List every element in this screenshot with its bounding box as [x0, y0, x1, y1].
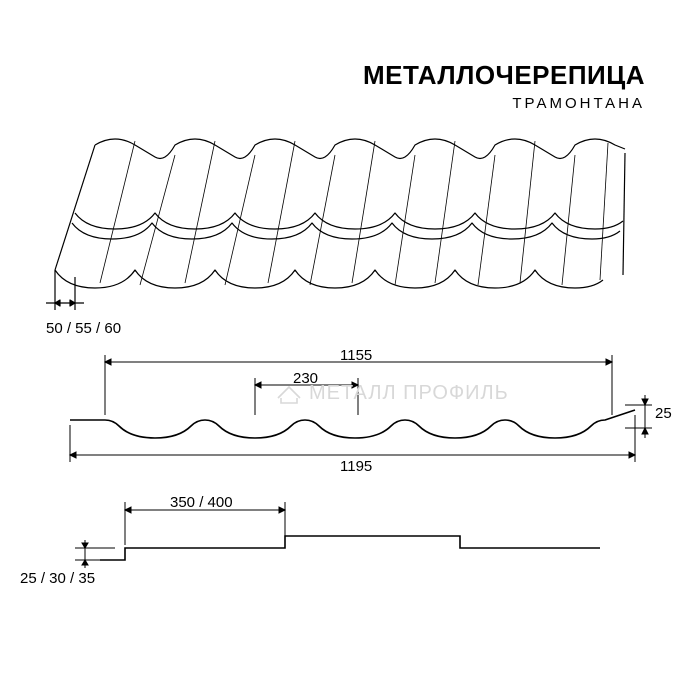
dim-height: 25	[655, 405, 672, 422]
title-block: МЕТАЛЛОЧЕРЕПИЦА ТРАМОНТАНА	[363, 60, 645, 112]
side-profile	[40, 500, 620, 580]
dim-step: 350 / 400	[170, 494, 233, 511]
dim-top-width: 1155	[340, 347, 372, 364]
title-sub: ТРАМОНТАНА	[363, 95, 645, 112]
dim-pitch: 230	[293, 370, 318, 387]
perspective-view	[40, 135, 640, 325]
title-main: МЕТАЛЛОЧЕРЕПИЦА	[363, 60, 645, 91]
dim-step-height: 25 / 30 / 35	[20, 570, 95, 587]
perspective-edge-label: 50 / 55 / 60	[46, 320, 121, 337]
dim-bottom-width: 1195	[340, 458, 372, 475]
cross-section	[50, 350, 660, 470]
